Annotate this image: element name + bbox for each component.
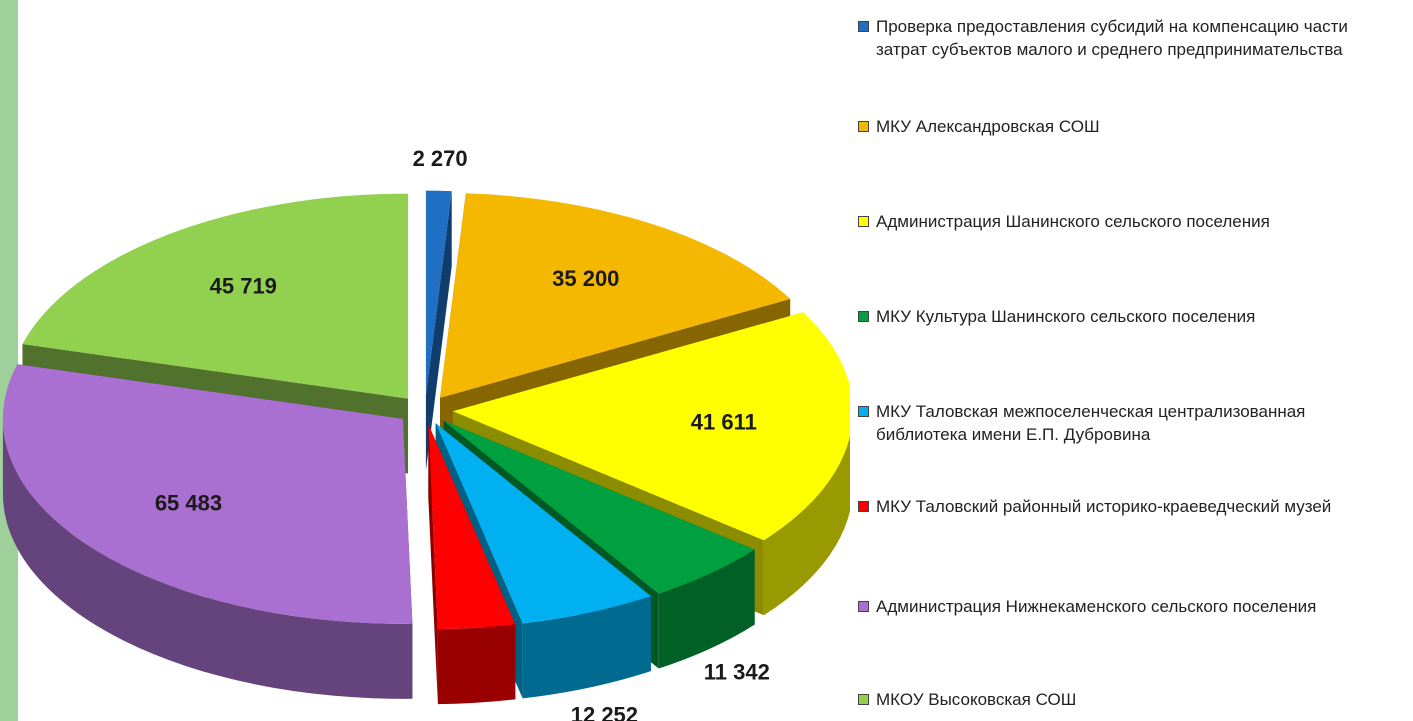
data-label: 11 342 (704, 660, 770, 685)
legend-swatch (858, 501, 869, 512)
legend-swatch (858, 601, 869, 612)
slice (425, 190, 452, 471)
legend-label: Администрация Шанинского сельского посел… (876, 212, 1270, 231)
legend-item: МКУ Александровская СОШ (858, 115, 1398, 138)
slice-side (658, 549, 755, 669)
legend-item: Администрация Шанинского сельского посел… (858, 210, 1398, 233)
legend-label: МКУ Таловская межпоселенческая централиз… (876, 402, 1306, 444)
legend-item: Администрация Нижнекаменского сельского … (858, 595, 1398, 618)
legend: Проверка предоставления субсидий на комп… (858, 0, 1403, 721)
data-label: 6 861 (454, 719, 509, 721)
legend-swatch (858, 21, 869, 32)
side-bar (0, 0, 18, 721)
legend-item: МКУ Таловский районный историко-краеведч… (858, 495, 1398, 518)
slice-side (522, 596, 651, 699)
legend-item: Проверка предоставления субсидий на комп… (858, 15, 1398, 61)
legend-label: Администрация Нижнекаменского сельского … (876, 597, 1317, 616)
slice-top (2, 364, 413, 624)
data-label: 41 611 (691, 409, 757, 434)
slice-top (22, 193, 409, 399)
data-label: 35 200 (552, 266, 619, 291)
slice-top (425, 190, 452, 396)
slice-top (443, 420, 755, 594)
legend-item: МКОУ Высоковская СОШ (858, 688, 1398, 711)
legend-swatch (858, 311, 869, 322)
data-label: 45 719 (210, 273, 277, 298)
slice-side (425, 191, 452, 471)
legend-label: МКУ Культура Шанинского сельского поселе… (876, 307, 1256, 326)
legend-swatch (858, 406, 869, 417)
legend-item: МКУ Культура Шанинского сельского поселе… (858, 305, 1398, 328)
slice (2, 364, 413, 699)
legend-item: МКУ Таловская межпоселенческая централиз… (858, 400, 1398, 446)
slice-top (440, 193, 791, 398)
chart: 2 270 35 200 45 719 41 611 65 483 11 342 12 25… (2, 146, 850, 721)
slice-side (437, 624, 516, 705)
slice (428, 424, 516, 705)
data-label: 12 252 (571, 702, 638, 721)
slice-side (763, 435, 850, 616)
legend-label: МКОУ Высоковская СОШ (876, 690, 1077, 709)
slice-side (2, 418, 413, 699)
data-label: 65 483 (155, 490, 222, 515)
legend-swatch (858, 694, 869, 705)
legend-label: МКУ Александровская СОШ (876, 117, 1100, 136)
legend-swatch (858, 121, 869, 132)
legend-swatch (858, 216, 869, 227)
slice-top (452, 312, 850, 541)
slice-side (428, 424, 438, 705)
legend-label: МКУ Таловский районный историко-краеведч… (876, 497, 1332, 516)
slice-top (435, 423, 651, 624)
legend-label: Проверка предоставления субсидий на комп… (876, 17, 1348, 59)
slice-top (428, 424, 516, 630)
data-label: 2 270 (413, 146, 468, 171)
